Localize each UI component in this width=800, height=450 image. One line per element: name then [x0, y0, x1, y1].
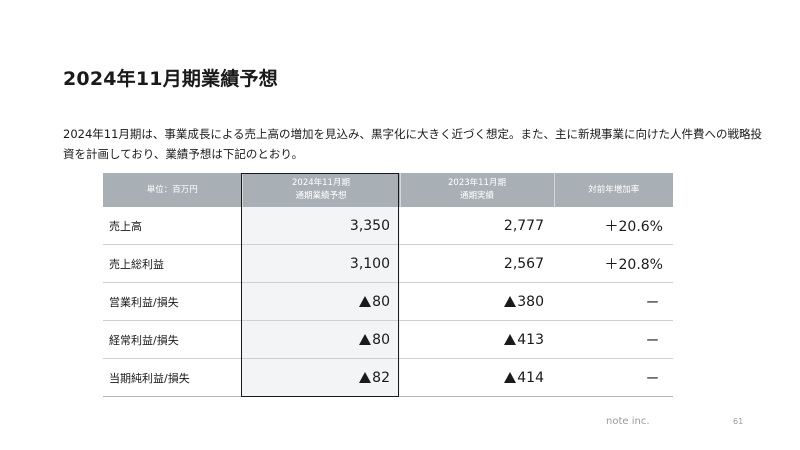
- yoy-value: ー: [554, 358, 673, 397]
- row-label: 経常利益/損失: [103, 320, 242, 359]
- table-header-row: 単位：百万円 2024年11月期 通期業績予想 2023年11月期 通期実績 対…: [103, 173, 673, 207]
- header-forecast-line2: 通期業績予想: [295, 191, 347, 201]
- page-title: 2024年11月期業績予想: [63, 68, 278, 90]
- table-row: 経常利益/損失 80 413 ー: [103, 320, 673, 359]
- row-label: 売上高: [103, 207, 242, 245]
- header-actual-line2: 通期実績: [459, 191, 494, 201]
- table-row: 売上総利益 3,100 2,567 ＋20.8%: [103, 244, 673, 283]
- actual-value: 380: [400, 282, 554, 321]
- lead-paragraph: 2024年11月期は、事業成長による売上高の増加を見込み、黒字化に大きく近づく想…: [63, 127, 763, 161]
- header-actual-line1: 2023年11月期: [448, 178, 506, 188]
- table-row: 当期純利益/損失 82 414 ー: [103, 358, 673, 397]
- header-actual: 2023年11月期 通期実績: [399, 173, 554, 207]
- actual-value: 414: [400, 358, 554, 397]
- table-row: 売上高 3,350 2,777 ＋20.6%: [103, 207, 673, 245]
- actual-number: 380: [517, 293, 544, 310]
- header-yoy: 対前年増加率: [553, 173, 673, 207]
- earnings-forecast-table: 単位：百万円 2024年11月期 通期業績予想 2023年11月期 通期実績 対…: [103, 173, 673, 397]
- actual-value: 2,777: [400, 207, 554, 245]
- yoy-value: ー: [554, 282, 673, 321]
- forecast-value: 80: [242, 320, 400, 359]
- forecast-value: 3,100: [242, 244, 400, 283]
- forecast-value: 82: [242, 358, 400, 397]
- yoy-value: ＋20.8%: [554, 244, 673, 283]
- table-row: 営業利益/損失 80 380 ー: [103, 282, 673, 321]
- actual-number: 413: [517, 331, 544, 348]
- row-label: 営業利益/損失: [103, 282, 242, 321]
- yoy-value: ー: [554, 320, 673, 359]
- forecast-value: 80: [242, 282, 400, 321]
- header-forecast: 2024年11月期 通期業績予想: [241, 173, 400, 207]
- actual-value: 2,567: [400, 244, 554, 283]
- yoy-value: ＋20.6%: [554, 207, 673, 245]
- forecast-number: 80: [372, 331, 390, 348]
- page-number: 61: [733, 417, 744, 426]
- row-label: 売上総利益: [103, 244, 242, 283]
- actual-value: 413: [400, 320, 554, 359]
- footer-brand: note inc.: [606, 416, 650, 427]
- header-unit: 単位：百万円: [103, 173, 242, 207]
- negative-triangle-icon: [359, 333, 372, 345]
- forecast-value: 3,350: [242, 207, 400, 245]
- negative-triangle-icon: [359, 295, 372, 307]
- negative-triangle-icon: [504, 295, 517, 307]
- negative-triangle-icon: [504, 333, 517, 345]
- header-forecast-line1: 2024年11月期: [292, 178, 350, 188]
- forecast-number: 80: [372, 293, 390, 310]
- row-label: 当期純利益/損失: [103, 358, 242, 397]
- negative-triangle-icon: [504, 371, 517, 383]
- negative-triangle-icon: [359, 371, 372, 383]
- actual-number: 414: [517, 369, 544, 386]
- forecast-number: 82: [372, 369, 390, 386]
